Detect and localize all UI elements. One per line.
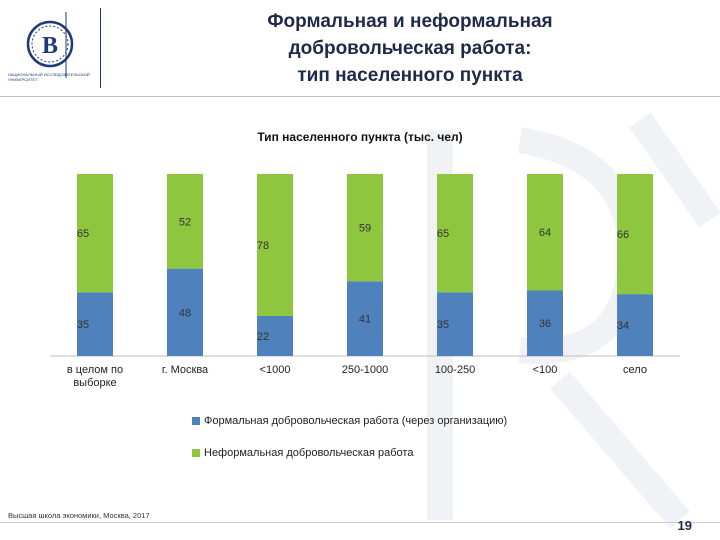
data-label-formal-5: 36 [539, 318, 551, 330]
title-line-1: Формальная и неформальная [267, 11, 553, 32]
data-label-informal-1: 52 [179, 216, 191, 228]
x-tick-label-5: <100 [533, 364, 558, 376]
data-label-formal-4: 35 [437, 319, 449, 331]
bar-informal-6 [617, 174, 653, 295]
data-label-formal-0: 35 [77, 319, 89, 331]
data-label-formal-3: 41 [359, 314, 371, 326]
svg-text:В: В [42, 33, 58, 59]
page-number: 19 [677, 518, 692, 533]
bar-formal-1 [167, 268, 203, 356]
bar-formal-3 [347, 281, 383, 356]
bar-formal-0 [77, 292, 113, 356]
title-line-3: тип населенного пункта [297, 65, 523, 86]
data-label-formal-1: 48 [179, 307, 191, 319]
x-tick-label-1: г. Москва [162, 364, 209, 376]
data-label-formal-6: 34 [617, 320, 629, 332]
bar-formal-2 [257, 315, 293, 356]
x-tick-label-0: в целом по [67, 364, 123, 376]
x-tick-label-6: село [623, 364, 647, 376]
x-tick-label-0-line1: выборке [73, 377, 116, 389]
data-label-informal-6: 66 [617, 229, 629, 241]
footer-source: Высшая школа экономики, Москва, 2017 [8, 511, 150, 520]
x-tick-label-2: <1000 [260, 364, 291, 376]
chart-legend: Формальная добровольческая работа (через… [192, 412, 507, 476]
legend-swatch-informal [192, 449, 200, 457]
bar-informal-2 [257, 174, 293, 316]
title-line-2: добровольческая работа: [288, 38, 532, 59]
x-tick-label-3: 250-1000 [342, 364, 389, 376]
logo-divider [100, 8, 101, 88]
bar-informal-5 [527, 174, 563, 291]
bar-informal-4 [437, 174, 473, 293]
slide-title: Формальная и неформальная добровольческа… [180, 8, 640, 89]
x-tick-label-4: 100-250 [435, 364, 475, 376]
bar-informal-0 [77, 174, 113, 293]
bar-informal-3 [347, 174, 383, 282]
data-label-informal-0: 65 [77, 228, 89, 240]
chart-title: Тип населенного пункта (тыс. чел) [257, 130, 463, 144]
logo-caption: НАЦИОНАЛЬНЫЙ ИССЛЕДОВАТЕЛЬСКИЙ УНИВЕРСИТ… [8, 72, 90, 82]
data-label-informal-5: 64 [539, 227, 551, 239]
bar-formal-5 [527, 290, 563, 356]
legend-item-formal: Формальная добровольческая работа (через… [192, 412, 507, 430]
bar-informal-1 [167, 174, 203, 269]
legend-item-informal: Неформальная добровольческая работа [192, 444, 507, 462]
data-label-informal-2: 78 [257, 240, 269, 252]
header-divider [0, 96, 720, 97]
data-label-informal-3: 59 [359, 223, 371, 235]
legend-swatch-formal [192, 417, 200, 425]
legend-label-informal: Неформальная добровольческая работа [204, 447, 414, 459]
legend-label-formal: Формальная добровольческая работа (через… [204, 415, 508, 427]
footer-divider [0, 522, 720, 523]
bar-formal-6 [617, 294, 653, 356]
data-label-formal-2: 22 [257, 331, 269, 343]
bar-formal-4 [437, 292, 473, 356]
data-label-informal-4: 65 [437, 228, 449, 240]
